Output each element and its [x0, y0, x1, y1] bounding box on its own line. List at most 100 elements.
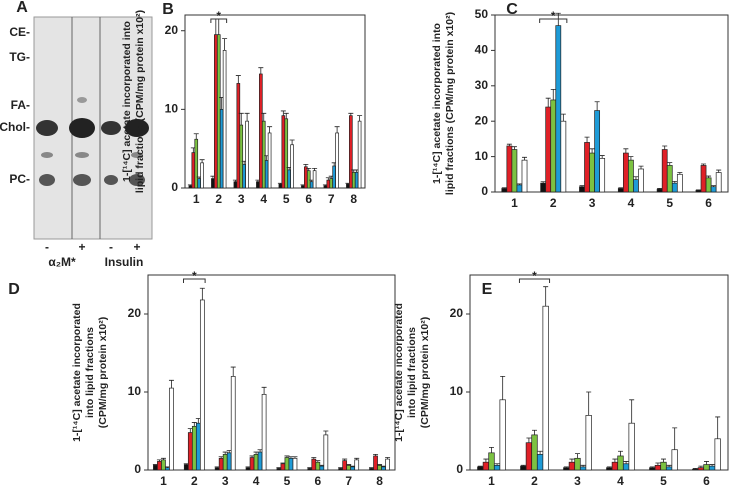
bar: [622, 152, 629, 193]
error-bar: [258, 67, 264, 74]
plot-frame: [184, 14, 366, 189]
x-tick-label: 7: [345, 474, 352, 488]
bar: [654, 464, 662, 471]
error-bar: [334, 126, 340, 133]
y-tick-label: 10: [475, 149, 489, 163]
error-bar: [325, 177, 331, 181]
bar: [628, 422, 635, 471]
error-bar: [672, 180, 678, 184]
error-bar: [698, 465, 704, 468]
bar: [628, 159, 634, 193]
bar: [710, 186, 717, 193]
y-tick-label: 0: [134, 462, 141, 476]
error-bar: [222, 38, 228, 51]
x-tick-label: 5: [283, 192, 290, 206]
bar: [211, 178, 215, 189]
significance-bracket: [539, 18, 568, 23]
error-bar: [628, 156, 634, 161]
error-bar: [500, 376, 506, 400]
y-tick-label: 10: [165, 102, 179, 116]
y-axis-label: (CPM/mg protein x10²): [419, 317, 431, 428]
annotation: *: [532, 269, 537, 283]
y-tick-label: 0: [456, 462, 463, 476]
error-bar: [160, 457, 166, 460]
significance-bracket: [183, 278, 206, 283]
bar: [169, 387, 174, 471]
error-bar: [373, 454, 379, 456]
y-tick-label: 0: [171, 180, 178, 194]
bar: [191, 425, 197, 471]
bar: [226, 452, 232, 471]
bar: [188, 185, 193, 189]
bar: [611, 461, 619, 471]
error-bar: [357, 115, 363, 122]
bar: [545, 106, 552, 193]
bar: [287, 169, 291, 189]
lane-sign: +: [78, 240, 85, 254]
bar: [197, 178, 201, 189]
bar: [511, 149, 518, 193]
bar: [695, 189, 702, 193]
bar: [309, 181, 314, 189]
x-tick-label: 1: [488, 474, 495, 488]
error-bar: [306, 167, 312, 171]
bar: [290, 144, 294, 189]
y-axis-label: lipid fractions (CPM/mg protein x10²): [134, 10, 146, 193]
bar: [560, 120, 567, 193]
bar: [311, 458, 317, 471]
bar: [346, 464, 352, 471]
x-tick-label: 3: [238, 192, 245, 206]
bar: [264, 160, 269, 189]
error-bar: [348, 112, 354, 116]
error-bar: [677, 172, 683, 175]
x-tick-label: 2: [550, 196, 557, 210]
bar: [525, 442, 533, 471]
x-tick-label: 5: [284, 474, 291, 488]
x-tick-label: 3: [574, 474, 581, 488]
error-bar: [522, 156, 528, 161]
error-bar: [342, 458, 348, 461]
error-bar: [560, 113, 566, 122]
error-bar: [543, 286, 549, 307]
error-bar: [666, 464, 672, 467]
y-axis-label: 1-[¹⁴C] acetate incorporated into: [431, 23, 443, 184]
error-bar: [537, 450, 543, 455]
plot-frame: [469, 274, 729, 471]
lane-sign: -: [109, 240, 113, 254]
x-tick-label: 6: [705, 196, 712, 210]
error-bar: [238, 112, 244, 126]
bar: [195, 422, 201, 471]
error-bar: [594, 101, 600, 111]
error-bar: [501, 187, 507, 189]
bar: [284, 118, 289, 189]
band-label: TG-: [9, 50, 30, 64]
error-bar: [315, 460, 321, 463]
bar-chart: B 1-[¹⁴C] acetate incorporated into lipid …: [121, 1, 366, 206]
error-bar: [667, 162, 673, 166]
bar: [354, 171, 359, 189]
error-bar: [311, 457, 317, 460]
bar: [638, 168, 644, 193]
bar: [516, 184, 523, 193]
bar: [521, 159, 528, 193]
error-bar: [354, 457, 360, 460]
error-bar: [235, 75, 241, 84]
band-label: CE-: [9, 25, 30, 39]
bar: [292, 457, 298, 471]
error-bar: [511, 146, 517, 150]
x-tick-label: 1: [160, 474, 167, 488]
bar: [261, 393, 267, 471]
error-bar: [168, 379, 174, 389]
error-bar: [623, 461, 629, 464]
error-bar: [711, 185, 717, 187]
error-bar: [489, 446, 494, 453]
bar: [200, 162, 204, 189]
bar: [520, 465, 527, 471]
bar: [280, 463, 286, 471]
error-bar: [191, 422, 197, 427]
bar: [665, 466, 673, 471]
bar: [284, 457, 290, 471]
x-tick-label: 6: [314, 474, 321, 488]
error-bar: [193, 133, 199, 140]
